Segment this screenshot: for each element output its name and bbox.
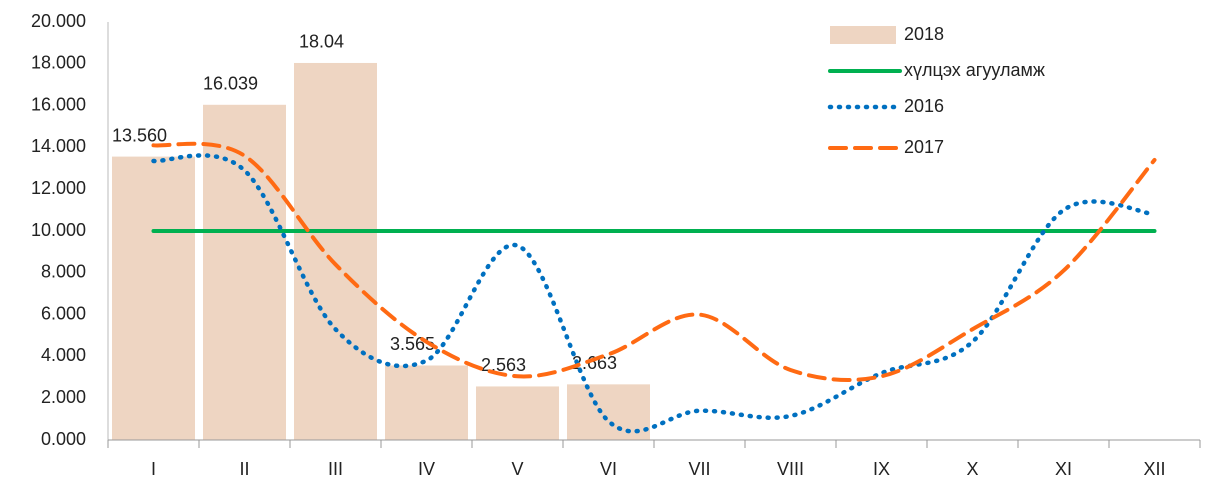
- x-tick-label: VIII: [777, 459, 804, 479]
- x-tick-label: I: [151, 459, 156, 479]
- y-tick-label: 12.000: [31, 178, 86, 198]
- legend-label: 2017: [904, 137, 944, 157]
- data-label: 2.563: [481, 355, 526, 375]
- bar: [385, 365, 468, 440]
- bar: [294, 62, 377, 441]
- bar: [112, 156, 195, 440]
- x-tick-label: V: [511, 459, 523, 479]
- x-tick-label: III: [328, 459, 343, 479]
- x-tick-label: X: [966, 459, 978, 479]
- y-tick-label: 2.000: [41, 387, 86, 407]
- y-tick-label: 6.000: [41, 303, 86, 323]
- y-tick-label: 8.000: [41, 262, 86, 282]
- y-tick-label: 10.000: [31, 220, 86, 240]
- x-tick-label: II: [239, 459, 249, 479]
- x-tick-label: XII: [1143, 459, 1165, 479]
- legend-label: 2018: [904, 24, 944, 44]
- y-tick-label: 20.000: [31, 11, 86, 31]
- x-tick-label: IV: [418, 459, 435, 479]
- y-tick-label: 16.000: [31, 94, 86, 114]
- bar: [476, 386, 559, 440]
- data-label: 18.04: [299, 32, 344, 52]
- line-series: [151, 141, 1157, 382]
- y-tick-label: 4.000: [41, 345, 86, 365]
- legend-label: хүлцэх агууламж: [904, 60, 1045, 80]
- y-tick-label: 14.000: [31, 136, 86, 156]
- x-tick-label: IX: [873, 459, 890, 479]
- x-tick-label: XI: [1055, 459, 1072, 479]
- legend-label: 2016: [904, 96, 944, 116]
- data-label: 2.663: [572, 353, 617, 373]
- bar: [203, 104, 286, 440]
- y-tick-label: 0.000: [41, 429, 86, 449]
- data-label: 13.560: [112, 125, 167, 145]
- data-label: 16.039: [203, 74, 258, 94]
- legend-swatch: [830, 26, 896, 44]
- x-tick-label: VI: [600, 459, 617, 479]
- line-series: [151, 153, 1157, 434]
- x-tick-label: VII: [688, 459, 710, 479]
- y-tick-label: 18.000: [31, 53, 86, 73]
